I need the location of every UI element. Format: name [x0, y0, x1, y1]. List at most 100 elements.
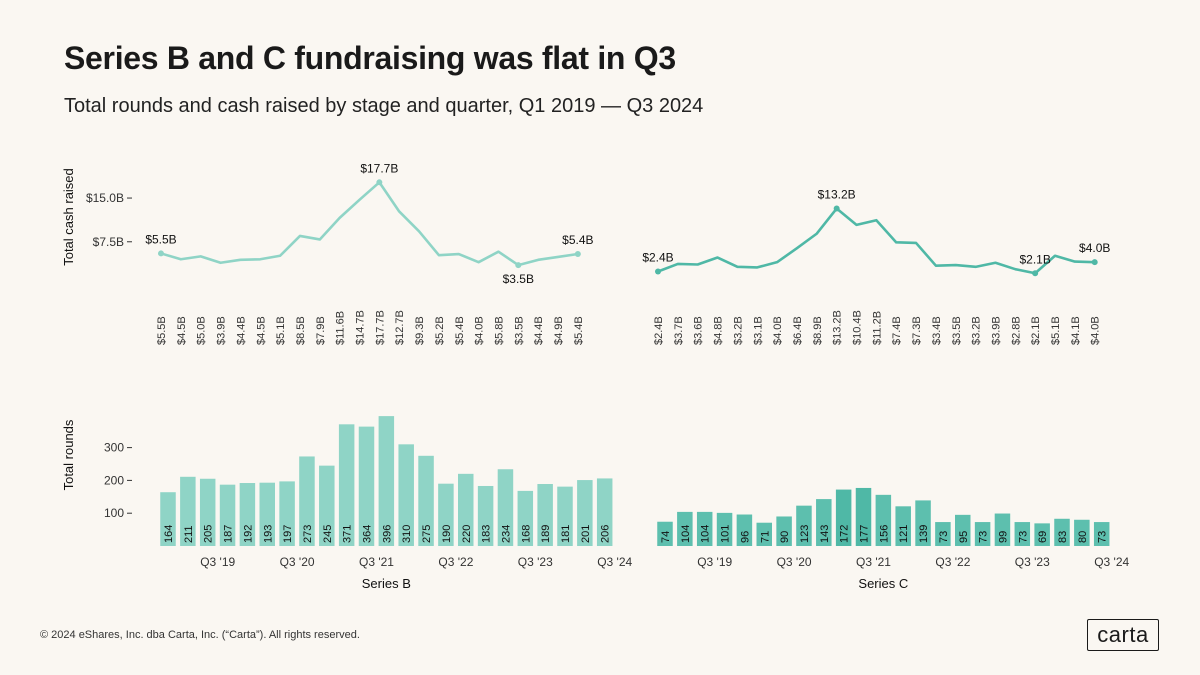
series-b-value-label: $4.9B: [553, 316, 565, 345]
series-b-bar-label: 197: [282, 525, 294, 543]
series-c-bar: [1014, 522, 1031, 546]
series-c-bar-label: 95: [958, 531, 970, 543]
series-b-bar-label: 183: [481, 525, 493, 543]
series-b-x-tick-label: Q3 '23: [518, 555, 553, 569]
series-b-value-label: $3.5B: [513, 316, 525, 345]
series-b-panel-label: Series B: [362, 576, 411, 591]
series-c-bar-label: 99: [997, 531, 1009, 543]
series-c-annotation-dot: [1091, 259, 1098, 266]
series-b-bar: [358, 426, 375, 546]
series-b-bar-label: 164: [163, 525, 175, 543]
series-b-value-label: $12.7B: [394, 310, 406, 345]
bar-y-tick-label: 200: [104, 473, 124, 487]
series-c-bar-label: 73: [938, 531, 950, 543]
series-b-value-label: $7.9B: [315, 316, 327, 345]
series-c-value-label: $3.5B: [951, 316, 963, 345]
series-c-value-label: $3.6B: [693, 316, 705, 345]
series-b-value-label: $17.7B: [374, 310, 386, 345]
series-c-bar: [1093, 522, 1110, 546]
series-b-bar: [537, 484, 553, 546]
series-c-bar-label: 96: [739, 531, 751, 543]
series-c-annotation-label: $13.2B: [818, 188, 856, 202]
series-b-bar: [338, 424, 355, 546]
series-c-bar: [816, 499, 832, 546]
series-b-value-label: $4.5B: [176, 316, 188, 345]
series-c-bar: [716, 512, 733, 546]
series-c-value-label: $7.3B: [911, 316, 923, 345]
series-c-value-label: $3.2B: [732, 316, 744, 345]
series-b-bar-label: 364: [362, 525, 374, 543]
series-b-value-label: $8.5B: [295, 316, 307, 345]
series-c-bar-label: 177: [859, 525, 871, 543]
series-b-x-tick-label: Q3 '22: [438, 555, 473, 569]
series-b-x-tick-label: Q3 '19: [200, 555, 235, 569]
bar-y-tick-label: 300: [104, 441, 124, 455]
series-b-annotation-label: $3.5B: [503, 272, 534, 286]
series-b-value-label: $5.5B: [156, 316, 168, 345]
series-c-value-label: $3.1B: [752, 316, 764, 345]
series-c-bar: [915, 500, 931, 546]
series-b-bar-label: 245: [322, 525, 334, 543]
series-b-bar: [497, 469, 514, 546]
series-b-bar: [577, 480, 593, 546]
series-b-value-label: $5.4B: [454, 316, 466, 345]
series-b-value-label: $4.4B: [533, 316, 545, 345]
series-c-annotation-label: $2.4B: [642, 251, 673, 265]
series-c-value-label: $4.1B: [1070, 316, 1082, 345]
series-c-x-tick-label: Q3 '19: [697, 555, 732, 569]
series-c-bar: [875, 494, 892, 546]
series-c-bar-label: 104: [680, 525, 692, 543]
series-c-bar-label: 73: [978, 531, 990, 543]
series-b-bar: [199, 478, 216, 546]
series-b-bar-label: 211: [183, 525, 195, 543]
series-b-bar-label: 192: [242, 525, 254, 543]
series-b-bar-label: 371: [342, 525, 354, 543]
series-c-bar-label: 74: [660, 531, 672, 543]
series-b-bar-label: 187: [223, 525, 235, 543]
bar-y-tick-label: 100: [104, 506, 124, 520]
series-c-bar: [796, 505, 812, 546]
series-b-bar-label: 181: [560, 525, 572, 543]
series-c-bar-label: 90: [779, 531, 791, 543]
series-c-value-label: $3.2B: [971, 316, 983, 345]
series-b-bar: [557, 486, 573, 546]
series-c-bar-label: 80: [1077, 531, 1089, 543]
series-b-value-label: $11.6B: [335, 311, 347, 345]
series-c-x-tick-label: Q3 '23: [1015, 555, 1050, 569]
series-c-value-label: $11.2B: [871, 311, 883, 345]
series-c-bar: [895, 506, 911, 546]
series-b-annotation-dot: [574, 251, 581, 258]
series-b-value-label: $4.4B: [235, 316, 247, 345]
series-b-bar: [378, 416, 395, 546]
series-c-bar-label: 104: [700, 525, 712, 543]
series-b-value-label: $14.7B: [355, 310, 367, 345]
series-b-x-tick-label: Q3 '20: [280, 555, 315, 569]
series-c-bar-label: 139: [918, 525, 930, 543]
series-b-annotation-label: $5.4B: [562, 233, 593, 247]
series-c-bar: [1074, 519, 1090, 546]
line-y-tick-label: $15.0B: [86, 191, 124, 205]
series-c-bar-label: 143: [819, 525, 831, 543]
series-b-bar-label: 205: [203, 525, 215, 543]
series-c-bar: [955, 514, 971, 546]
series-c-bar-label: 101: [720, 525, 732, 543]
series-b-bar: [279, 481, 295, 546]
series-c-value-label: $13.2B: [832, 310, 844, 345]
series-b-bar-label: 273: [302, 525, 314, 543]
series-c-value-label: $4.8B: [713, 316, 725, 345]
series-b-bar-label: 190: [441, 525, 453, 543]
series-c-value-label: $5.1B: [1050, 316, 1062, 345]
series-c-bar-label: 73: [1097, 531, 1109, 543]
series-c-bar: [736, 514, 753, 546]
series-c-bar-label: 123: [799, 525, 811, 543]
series-c-value-label: $3.4B: [931, 316, 943, 345]
series-c-x-tick-label: Q3 '20: [777, 555, 812, 569]
series-b-value-label: $5.0B: [196, 316, 208, 345]
series-b-bar: [319, 465, 335, 546]
series-b-annotation-dot: [376, 179, 383, 186]
series-c-annotation-label: $2.1B: [1019, 252, 1050, 266]
series-b-bar: [398, 444, 414, 546]
series-b-bar-label: 206: [600, 525, 612, 543]
series-c-bar: [776, 516, 792, 546]
series-c-bar: [1054, 518, 1070, 546]
